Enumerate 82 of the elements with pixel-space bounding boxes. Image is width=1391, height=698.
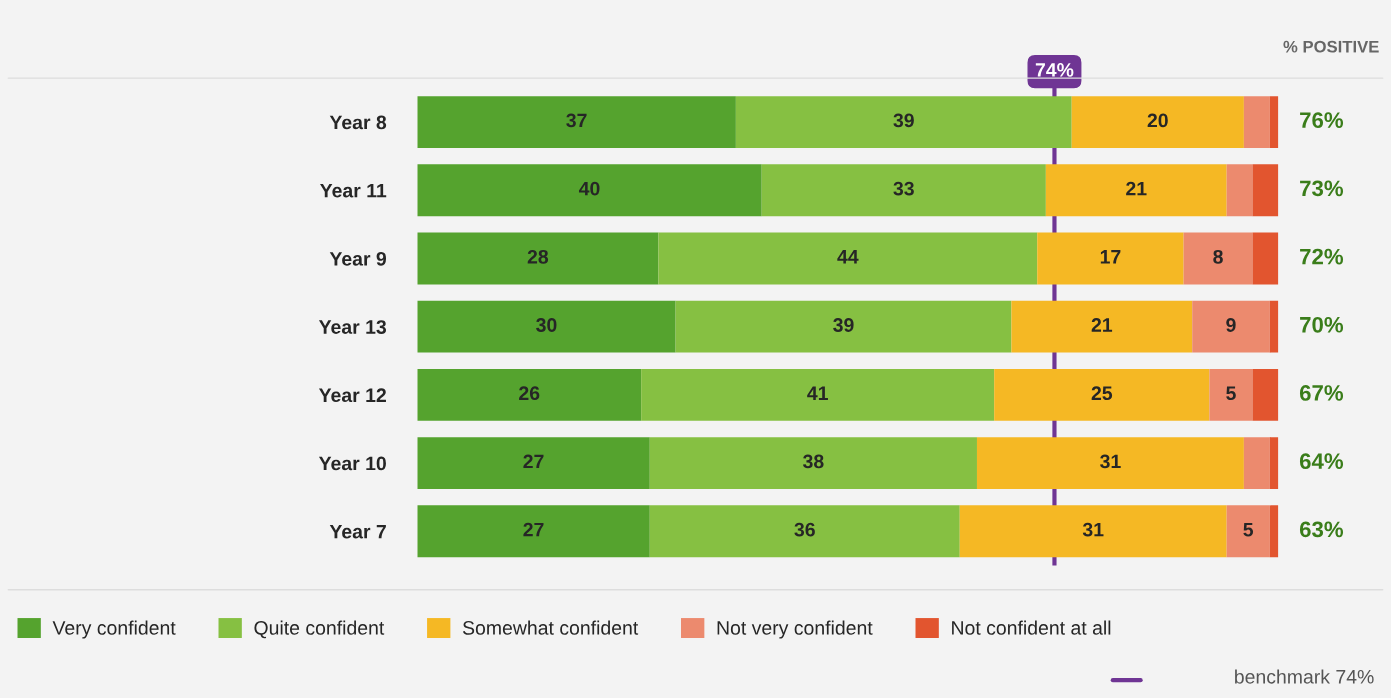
data-label: 39	[893, 113, 914, 128]
data-label: 31	[1100, 454, 1121, 469]
data-label: 28	[527, 249, 549, 264]
text: 72%	[1300, 248, 1344, 265]
text: benchmark 74%	[1235, 669, 1374, 684]
data-label: 36	[794, 522, 815, 537]
data-label: 38	[803, 454, 824, 469]
bar	[1037, 232, 1184, 285]
bar	[959, 505, 1227, 558]
bar	[649, 437, 977, 489]
bar	[1192, 300, 1270, 353]
data-label: 21	[1091, 318, 1113, 332]
data-label: 17	[1100, 250, 1121, 264]
bar	[1045, 164, 1227, 217]
text: 70%	[1300, 316, 1344, 333]
data-label: 27	[523, 522, 544, 537]
bar	[675, 300, 1012, 353]
legend-label: Quite confident	[254, 620, 385, 639]
bar	[649, 505, 960, 558]
data-label: 20	[1147, 113, 1168, 128]
bar	[1243, 96, 1270, 148]
text: 67%	[1299, 385, 1344, 401]
bar	[1071, 96, 1244, 148]
y-tick-label: Year 13	[318, 320, 387, 334]
legend-label: Somewhat confident	[462, 620, 639, 635]
bar	[994, 368, 1210, 421]
legend-label: Not confident at all	[952, 620, 1111, 635]
y-tick-label: Year 10	[318, 456, 386, 471]
bar	[1252, 164, 1279, 217]
data-label: 5	[1243, 522, 1254, 537]
bar	[641, 368, 995, 421]
bar	[417, 368, 642, 421]
bar	[417, 164, 762, 217]
bar	[1252, 232, 1279, 285]
bar	[417, 505, 650, 558]
bar	[1243, 437, 1270, 489]
y-tick-label: Year 12	[318, 388, 386, 403]
text: 64%	[1299, 453, 1344, 470]
data-label: 30	[536, 318, 557, 332]
bar	[1269, 300, 1279, 353]
bar	[1183, 232, 1253, 285]
data-label: 25	[1091, 386, 1113, 401]
bar	[1209, 368, 1253, 421]
data-label: 41	[807, 386, 828, 400]
bar	[417, 437, 650, 489]
bar	[735, 96, 1072, 148]
text: % POSITIVE	[1283, 40, 1379, 53]
data-label: 44	[837, 250, 859, 264]
text: 73%	[1300, 180, 1344, 197]
bar	[1269, 505, 1279, 558]
y-tick-label: Year 11	[320, 183, 387, 198]
y-tick-label: Year 9	[329, 251, 387, 266]
data-label: 39	[833, 318, 854, 332]
legend-label: Not very confident	[717, 620, 873, 639]
data-label: 27	[523, 454, 544, 469]
y-tick-label: Year 7	[329, 524, 386, 539]
bar	[1269, 437, 1279, 489]
bar	[1252, 368, 1279, 421]
data-label: 21	[1126, 181, 1147, 196]
bar	[417, 300, 676, 353]
text: 76%	[1300, 112, 1344, 129]
data-label: 8	[1213, 249, 1223, 264]
legend-label: Very confident	[52, 620, 176, 639]
bar	[1269, 96, 1279, 148]
bar	[417, 96, 736, 148]
bar	[1226, 164, 1253, 217]
y-tick-label: Year 8	[329, 115, 387, 130]
bar	[417, 232, 659, 285]
data-label: 37	[566, 113, 587, 128]
data-label: 33	[893, 181, 914, 196]
bar	[658, 232, 1038, 285]
data-label: 26	[519, 386, 540, 401]
data-label: 5	[1226, 386, 1236, 401]
data-label: 31	[1082, 522, 1104, 537]
data-label: 9	[1226, 318, 1236, 332]
data-label: 40	[578, 181, 600, 196]
bar	[761, 164, 1046, 217]
bar	[1011, 300, 1193, 353]
bar	[976, 437, 1244, 489]
text: 63%	[1299, 521, 1344, 538]
bar	[1226, 505, 1270, 558]
ref-line-label: 74%	[1035, 63, 1074, 77]
